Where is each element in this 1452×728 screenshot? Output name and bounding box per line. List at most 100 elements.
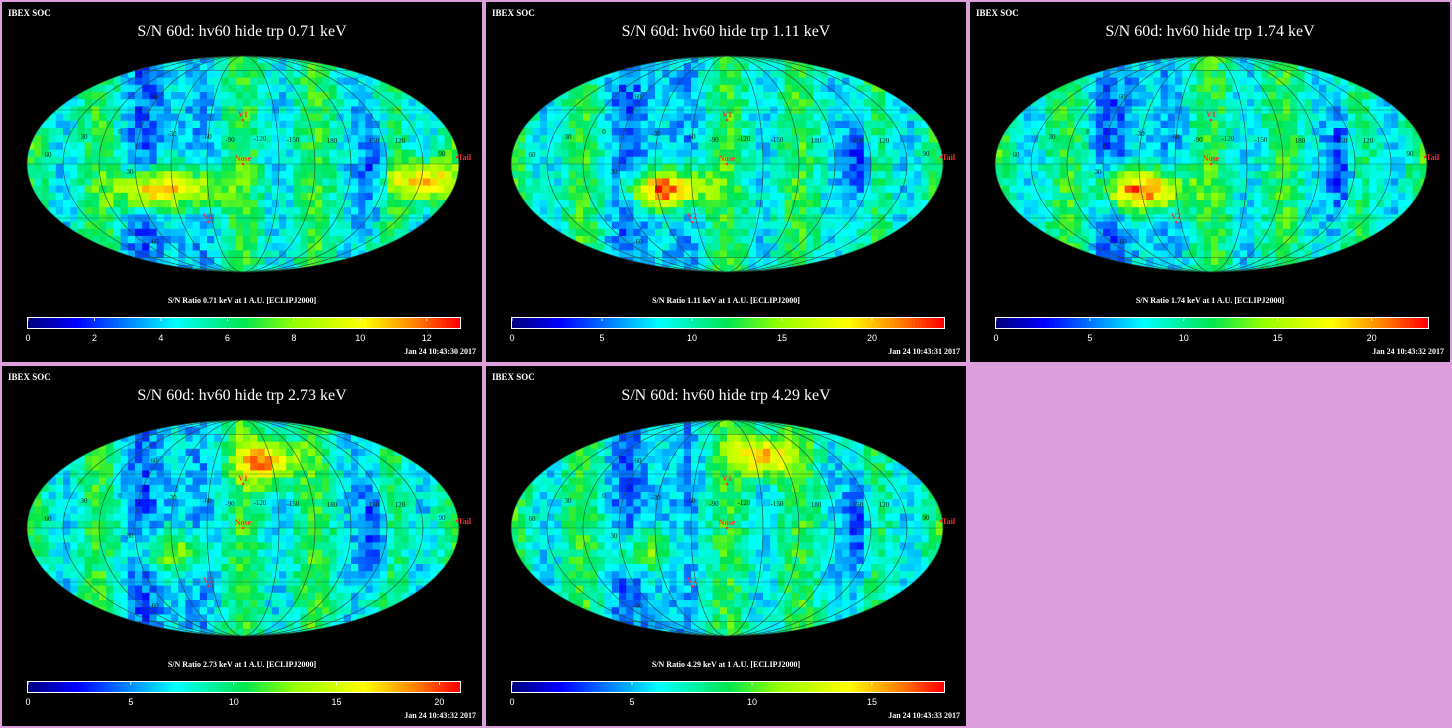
map-pixel — [633, 56, 642, 64]
map-pixel — [835, 77, 843, 86]
map-pixel — [401, 63, 410, 71]
map-pixel — [763, 228, 771, 237]
map-pixel — [755, 99, 764, 107]
map-pixel — [1196, 120, 1205, 129]
map-pixel — [48, 92, 57, 100]
map-pixel — [662, 257, 670, 266]
map-pixel — [221, 128, 230, 136]
map-pixel — [806, 243, 814, 251]
map-pixel — [791, 200, 800, 208]
map-pixel — [142, 200, 150, 208]
map-pixel — [358, 207, 366, 215]
map-pixel — [1016, 120, 1025, 129]
map-pixel — [351, 192, 359, 201]
map-pixel — [1340, 135, 1349, 143]
map-pixel — [1383, 77, 1392, 86]
map-pixel — [1383, 113, 1392, 122]
map-pixel — [568, 185, 577, 194]
map-pixel — [784, 207, 793, 215]
map-pixel — [365, 236, 374, 244]
colorbar-swatch — [182, 318, 187, 328]
colorbar-swatch — [244, 318, 249, 328]
map-pixel — [1081, 92, 1090, 100]
map-pixel — [423, 243, 431, 251]
map-pixel — [127, 185, 136, 194]
map-pixel — [1304, 156, 1313, 165]
map-pixel — [626, 192, 634, 201]
map-pixel — [315, 243, 323, 251]
map-pixel — [561, 178, 570, 187]
map-pixel — [307, 135, 316, 143]
map-pixel — [525, 106, 534, 115]
map-pixel — [1369, 135, 1378, 143]
map-pixel — [257, 128, 266, 136]
map-pixel — [394, 236, 402, 244]
map-pixel — [518, 128, 526, 136]
map-pixel — [741, 228, 750, 237]
map-pixel — [597, 185, 606, 194]
colorbar-swatch — [879, 318, 884, 328]
map-pixel — [437, 200, 446, 208]
map-pixel — [336, 128, 345, 136]
map-pixel — [1146, 113, 1154, 122]
map-pixel — [1376, 56, 1385, 64]
map-pixel — [1124, 56, 1133, 64]
map-pixel — [1391, 113, 1399, 122]
map-pixel — [163, 63, 172, 71]
map-pixel — [307, 200, 316, 208]
colorbar-swatch — [785, 318, 790, 328]
map-pixel — [655, 149, 663, 158]
map-pixel — [806, 142, 814, 151]
map-pixel — [1412, 149, 1421, 158]
map-pixel — [1103, 99, 1111, 107]
map-pixel — [372, 250, 381, 259]
map-pixel — [827, 207, 836, 215]
map-pixel — [41, 63, 50, 71]
map-pixel — [171, 92, 179, 100]
map-pixel — [163, 120, 172, 129]
map-pixel — [437, 214, 446, 223]
map-pixel — [34, 92, 42, 100]
map-pixel — [683, 164, 692, 172]
map-pixel — [1311, 120, 1320, 129]
map-pixel — [1347, 77, 1356, 86]
map-pixel — [561, 92, 570, 100]
map-pixel — [315, 120, 323, 129]
longitude-label: -90 — [225, 136, 235, 144]
map-pixel — [343, 149, 352, 158]
map-pixel — [1326, 113, 1334, 122]
map-pixel — [1103, 149, 1111, 158]
map-pixel — [741, 236, 750, 244]
map-pixel — [199, 128, 208, 136]
map-pixel — [827, 84, 836, 93]
map-pixel — [763, 128, 771, 136]
map-pixel — [178, 185, 186, 194]
map-pixel — [415, 149, 424, 158]
map-pixel — [1376, 156, 1385, 165]
map-pixel — [228, 63, 237, 71]
map-pixel — [1009, 92, 1018, 100]
map-pixel — [84, 264, 93, 272]
map-pixel — [784, 128, 793, 136]
map-pixel — [120, 243, 129, 251]
map-pixel — [799, 200, 807, 208]
map-pixel — [84, 92, 93, 100]
map-pixel — [48, 77, 57, 86]
map-pixel — [279, 142, 287, 151]
map-pixel — [655, 221, 663, 230]
map-pixel — [1211, 92, 1219, 100]
map-pixel — [142, 99, 150, 107]
map-pixel — [444, 106, 453, 115]
map-pixel — [849, 128, 858, 136]
map-pixel — [329, 236, 338, 244]
map-pixel — [48, 113, 57, 122]
map-pixel — [655, 106, 663, 115]
longitude-label: -120 — [738, 135, 751, 143]
map-pixel — [928, 92, 937, 100]
map-pixel — [207, 92, 215, 100]
map-pixel — [561, 257, 570, 266]
map-pixel — [228, 178, 237, 187]
map-pixel — [935, 113, 943, 122]
map-pixel — [827, 142, 836, 151]
map-pixel — [1016, 149, 1025, 158]
